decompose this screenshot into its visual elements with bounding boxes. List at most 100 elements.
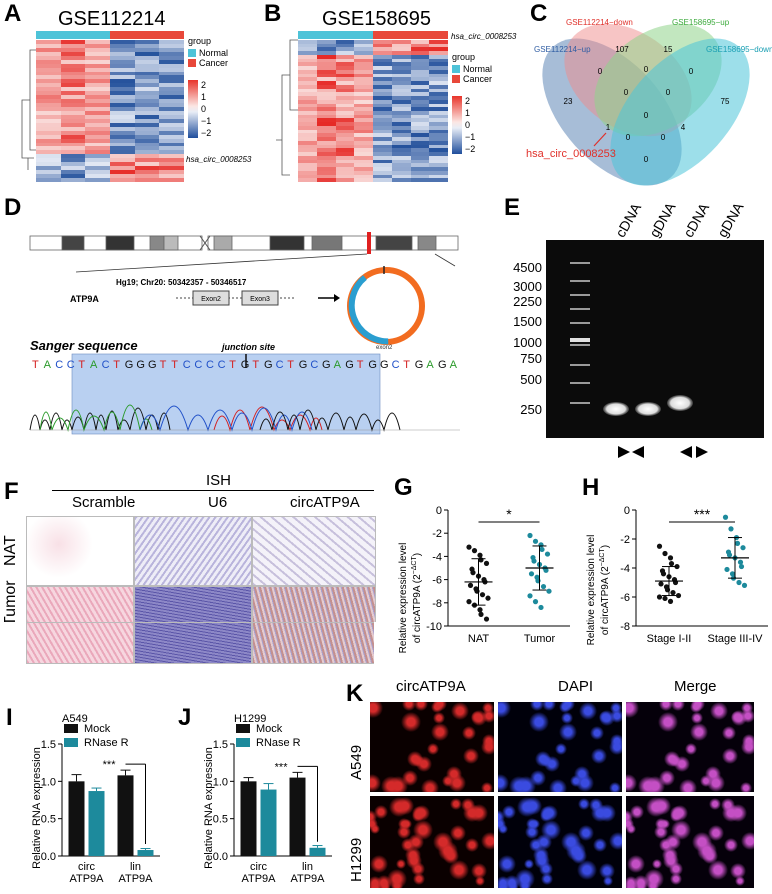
data-point xyxy=(532,599,539,605)
count-k: 0 xyxy=(644,155,649,164)
panel-b: B GSE158695 hsa_circ_0008253 group Norma… xyxy=(262,0,518,190)
bar xyxy=(289,777,306,856)
count-107: 107 xyxy=(615,45,629,54)
x-tick-label: Stage III-IV xyxy=(707,633,763,645)
data-point xyxy=(531,558,537,564)
panel-b-heatmap xyxy=(298,40,448,182)
sanger-base: G xyxy=(368,359,377,371)
sanger-base: A xyxy=(450,359,458,371)
panel-a-groupbar xyxy=(36,31,184,39)
panel-f-tumor xyxy=(26,622,374,664)
h-ylabel-sup: −ΔCT xyxy=(599,548,606,567)
sanger-base: A xyxy=(44,359,52,371)
bar xyxy=(309,847,326,856)
ish-nat-scramble xyxy=(26,516,134,586)
y-tick-label: 1.0 xyxy=(213,776,228,788)
panel-e: E cDNA gDNA cDNA gDNA 4500 3000 2250 150… xyxy=(494,192,772,462)
panel-i-label: I xyxy=(6,704,13,731)
data-point xyxy=(540,583,547,590)
y-tick-label: 0.5 xyxy=(41,814,56,826)
sanger-base: C xyxy=(310,359,318,371)
sanger-base: T xyxy=(160,359,167,371)
bar xyxy=(240,781,257,856)
y-tick-label: -10 xyxy=(426,621,442,633)
legend-swatch xyxy=(64,724,78,733)
legend-cancer: Cancer xyxy=(463,74,493,84)
sanger-base: C xyxy=(102,359,110,371)
junction-label: junction site xyxy=(221,342,275,352)
ish-title: ISH xyxy=(206,472,232,489)
ish-nat-circ xyxy=(252,516,376,586)
data-point xyxy=(478,611,484,617)
panel-c-label: C xyxy=(530,0,548,27)
sanger-base: C xyxy=(276,359,284,371)
k-col-1: circATP9A xyxy=(396,678,466,695)
scale-m2: −2 xyxy=(465,144,476,154)
data-point xyxy=(741,582,748,588)
h-ylabel-2: of circATP9A (2 xyxy=(600,566,611,635)
sanger-base: T xyxy=(229,359,236,371)
panel-h: H Relative expression level of circATP9A… xyxy=(580,470,772,656)
y-tick-label: 0 xyxy=(624,505,630,517)
legend-swatch xyxy=(236,738,250,747)
scale-m2: −2 xyxy=(201,128,212,138)
data-point xyxy=(656,594,663,600)
sanger-base: G xyxy=(148,359,157,371)
sanger-title: Sanger sequence xyxy=(30,338,138,353)
y-tick-label: -2 xyxy=(620,534,630,546)
data-point xyxy=(527,593,533,599)
sanger-base: G xyxy=(299,359,308,371)
ladder-3000: 3000 xyxy=(513,279,542,294)
set-label-1: GSE112214−down xyxy=(566,18,633,27)
gene-name: ATP9A xyxy=(70,294,99,304)
panel-b-groupbar xyxy=(298,31,448,39)
data-point xyxy=(740,545,746,551)
panel-b-title: GSE158695 xyxy=(322,8,431,30)
sanger-base: C xyxy=(55,359,63,371)
ish-row-1: NAT xyxy=(2,535,19,566)
y-tick-label: -8 xyxy=(432,598,442,610)
data-point xyxy=(467,582,474,588)
data-point xyxy=(543,567,549,573)
y-tick-label: -6 xyxy=(620,592,630,604)
data-point xyxy=(662,595,668,602)
sig-marker: *** xyxy=(275,761,289,773)
bar xyxy=(68,781,85,856)
y-tick-label: 0.5 xyxy=(213,814,228,826)
panel-d: D Hg19; Chr20: 50342357 - 50346517 ATP9A… xyxy=(0,192,480,440)
data-point xyxy=(478,557,484,563)
panel-c: C GSE112214−down GSE158695−up GSE112214−… xyxy=(520,0,772,190)
sanger-base: G xyxy=(125,359,134,371)
data-point xyxy=(471,548,478,554)
count-g: 4 xyxy=(681,123,686,132)
legend-label: RNase R xyxy=(256,737,301,749)
data-point xyxy=(528,571,535,577)
k-a549-circ xyxy=(370,702,494,792)
sanger-base: C xyxy=(194,359,202,371)
y-tick-label: 0.0 xyxy=(213,851,228,863)
sanger-base: C xyxy=(183,359,191,371)
data-point xyxy=(470,570,476,576)
data-point xyxy=(662,550,668,557)
count-b: 0 xyxy=(644,65,649,74)
data-point xyxy=(483,560,490,566)
data-point xyxy=(736,579,742,586)
sanger-base: A xyxy=(426,359,434,371)
data-point xyxy=(539,546,545,553)
legend-label: Mock xyxy=(84,723,111,735)
y-tick-label: -2 xyxy=(432,528,442,540)
count-23: 23 xyxy=(564,97,573,106)
sig-marker: *** xyxy=(694,506,711,522)
venn-highlight: hsa_circ_0008253 xyxy=(526,148,616,160)
data-point xyxy=(483,616,490,622)
count-c: 0 xyxy=(689,67,694,76)
i-title: A549 xyxy=(62,713,88,725)
panel-a-legend: group Normal Cancer 2 1 0 −1 −2 xyxy=(188,36,228,138)
exon-3: Exon3 xyxy=(250,296,270,303)
data-point xyxy=(674,563,680,570)
legend-title: group xyxy=(188,36,212,46)
data-point xyxy=(477,607,483,613)
count-d: 0 xyxy=(624,88,629,97)
panel-k: K circATP9A DAPI Merge A549 H1299 xyxy=(344,670,772,894)
ladder-2250: 2250 xyxy=(513,294,542,309)
